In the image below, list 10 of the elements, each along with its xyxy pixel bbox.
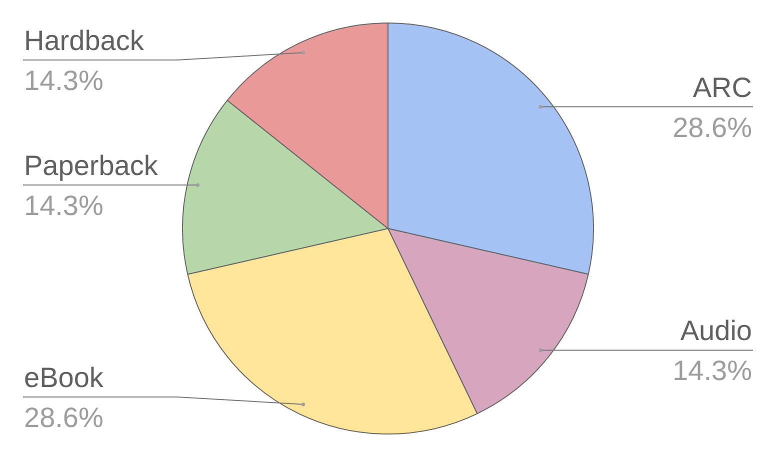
data-label: 14.3% [24, 190, 104, 222]
slice-label: Audio [680, 315, 752, 346]
data-label: 28.6% [24, 402, 104, 433]
data-label: 28.6% [672, 112, 752, 143]
slice-label: Hardback [24, 25, 145, 56]
data-label: 14.3% [672, 355, 752, 386]
slice-label: Paperback [24, 150, 159, 182]
slice-label: ARC [692, 72, 752, 103]
slice-label: eBook [24, 362, 104, 393]
data-label: 14.3% [24, 65, 104, 96]
